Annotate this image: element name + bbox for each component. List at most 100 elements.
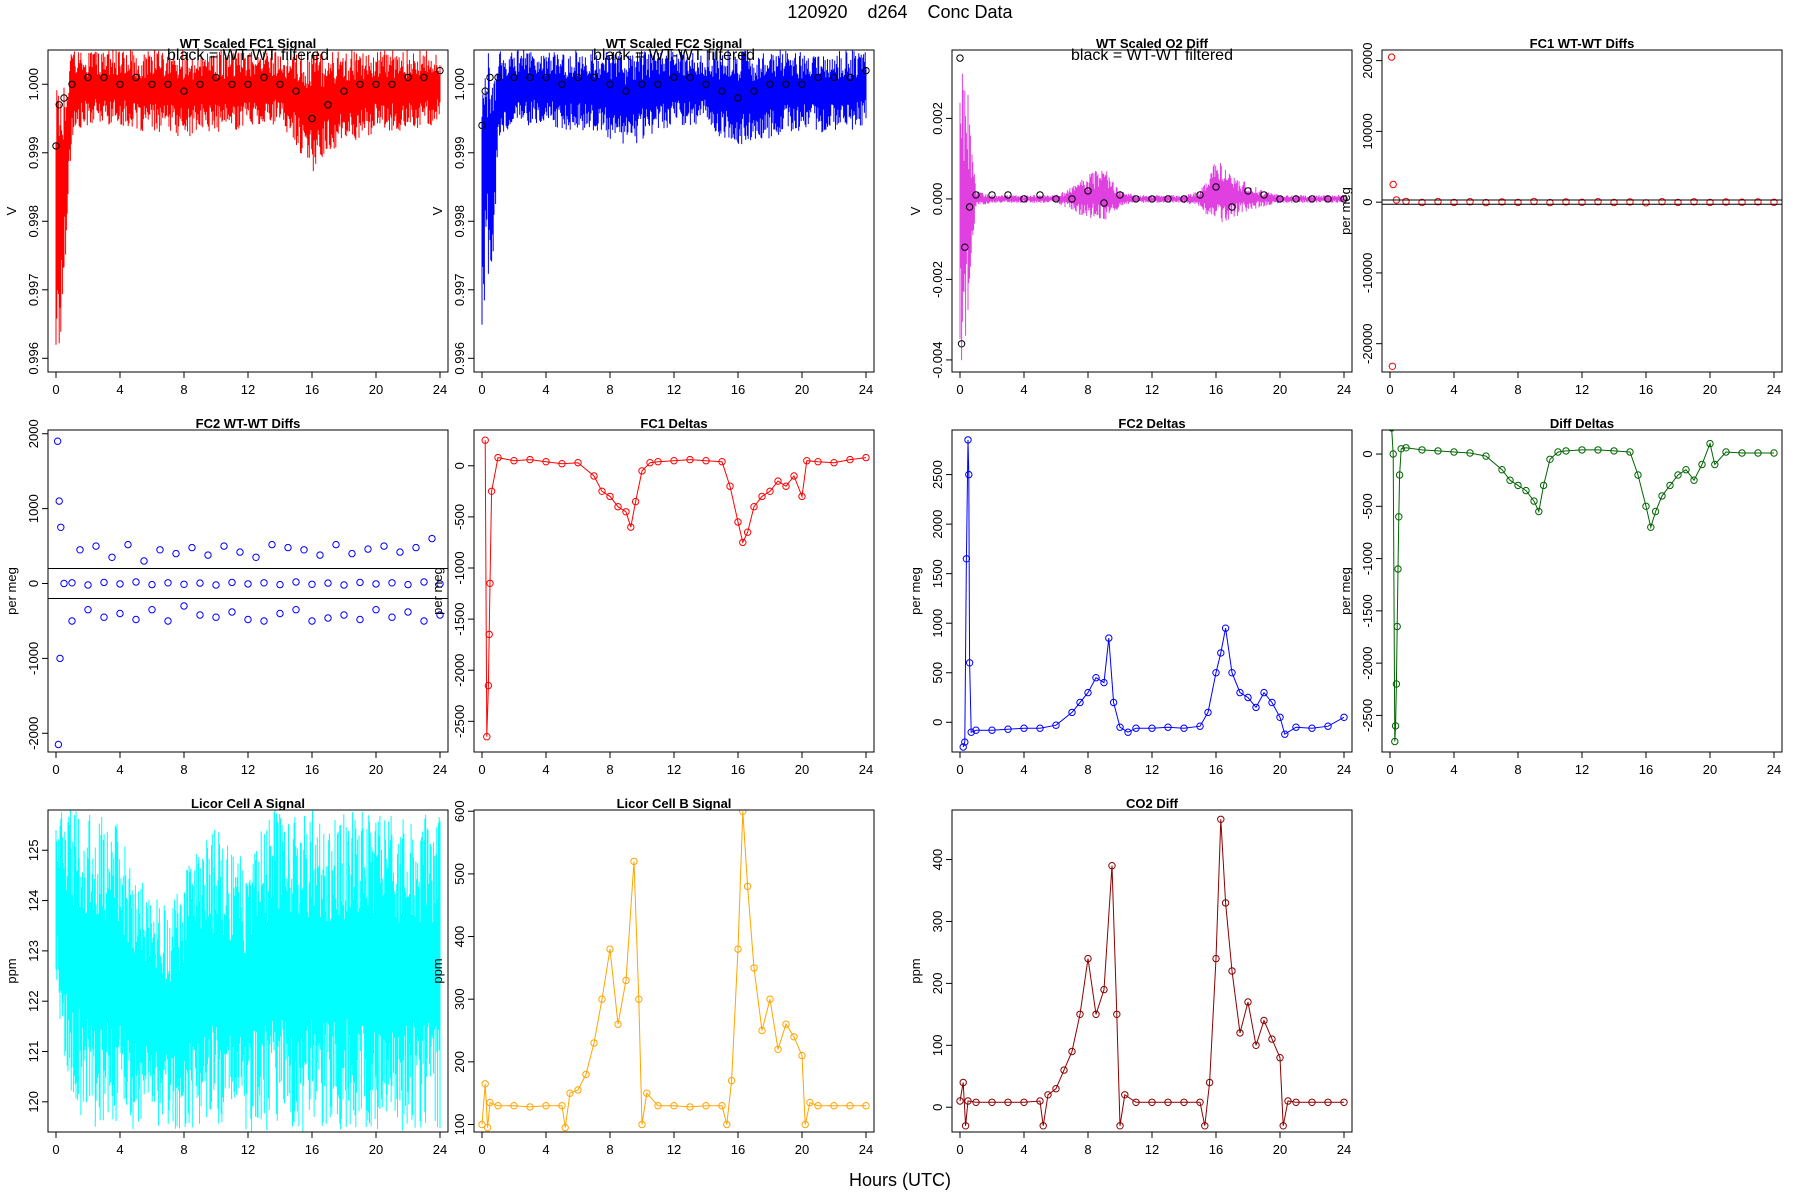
panel-title-p6: FC1 Deltas [640,416,707,431]
y-tick-label-p10-3: 400 [452,926,467,948]
point-p1-1-22 [372,80,380,89]
point-p5-0-43 [372,606,380,614]
point-p10-0-6 [526,1103,534,1111]
point-p2-1-18 [734,94,742,102]
point-p11-0-38 [1276,1054,1284,1062]
x-tick-label-p3-3: 12 [1145,382,1159,397]
point-p11-0-31 [1221,899,1230,907]
point-p8-0-6 [1394,565,1402,573]
point-p11-0-2 [961,1122,970,1130]
y-tick-label-p7-5: 2500 [930,460,945,489]
point-p3-1-0 [956,54,964,62]
y-tick-label-p9-5: 125 [26,839,41,861]
x-tick-label-p1-3: 12 [241,382,255,397]
point-p5-0-24 [220,542,228,550]
point-p3-1-15 [1148,195,1156,203]
x-tick-label-p5-1: 4 [116,762,123,777]
point-p7-0-14 [1076,698,1084,707]
point-p5-0-11 [116,609,124,618]
point-p5-1-6 [148,580,156,589]
plot-area-p5 [48,437,448,749]
x-tick-label-p10-2: 8 [606,1142,613,1157]
band-mark-p9-0 [55,810,441,1132]
point-p8-0-22 [1539,481,1548,490]
point-p7-0-21 [1124,728,1132,736]
point-p2-1-24 [830,73,838,82]
plot-area-p8 [1388,430,1778,746]
point-p7-0-32 [1236,688,1244,697]
point-p10-0-44 [862,1102,870,1110]
point-p4-0-12 [1530,197,1538,206]
point-p8-0-25 [1562,447,1570,455]
point-p6-0-22 [670,457,678,465]
point-p1-1-19 [324,101,332,109]
point-p4-0-14 [1562,198,1570,206]
point-p10-0-9 [561,1123,569,1132]
y-tick-label-p11-4: 400 [930,849,945,871]
point-p6-0-19 [638,467,646,475]
point-p7-0-42 [1340,713,1348,721]
y-tick-label-p8-5: 0 [1360,450,1375,457]
point-p5-1-23 [420,578,428,586]
point-p2-1-2 [486,73,494,82]
point-p6-0-14 [606,492,614,501]
series-p10-0 [478,810,870,1132]
point-p6-0-8 [526,455,534,464]
point-p4-0-24 [1722,198,1730,206]
x-tick-label-p2-4: 16 [731,382,745,397]
point-p8-0-35 [1666,481,1674,490]
point-p5-0-21 [196,611,204,619]
y-tick-label-p3-2: 0.000 [930,183,945,216]
y-axis-label-p9: ppm [4,958,19,983]
point-p5-0-18 [172,549,180,558]
y-tick-label-p9-0: 120 [26,1091,41,1113]
point-p8-0-21 [1535,507,1543,516]
point-p3-1-14 [1132,195,1140,203]
x-tick-label-p10-4: 16 [731,1142,745,1157]
point-p6-0-1 [483,733,491,741]
point-p5-0-28 [252,553,260,561]
point-p8-0-5 [1393,622,1401,631]
point-p10-0-40 [806,1098,814,1107]
point-p5-0-1 [54,740,63,749]
point-p11-0-39 [1279,1122,1287,1130]
point-p4-0-7 [1450,198,1458,207]
point-p6-0-38 [814,458,822,466]
point-p5-0-19 [180,602,188,610]
y-tick-label-p4-1: -10000 [1360,253,1375,293]
point-p11-0-15 [1084,954,1092,963]
point-p10-0-8 [558,1102,566,1110]
point-p7-0-23 [1148,724,1156,732]
x-tick-label-p7-6: 24 [1337,762,1351,777]
y-tick-label-p4-4: 20000 [1360,43,1375,79]
x-tick-label-p4-4: 16 [1639,382,1653,397]
point-p5-0-6 [76,546,84,554]
point-p10-0-5 [510,1102,518,1110]
y-tick-label-p1-1: 0.997 [26,274,41,307]
point-p11-0-6 [1004,1098,1012,1107]
point-p11-0-34 [1244,998,1252,1006]
point-p2-1-21 [782,80,790,89]
y-tick-label-p2-1: 0.997 [452,274,467,307]
point-p8-0-31 [1642,502,1650,510]
x-tick-label-p6-4: 16 [731,762,745,777]
x-tick-label-p11-1: 4 [1020,1142,1027,1157]
band-mark-p2-0 [481,50,867,325]
point-p10-0-26 [718,1102,726,1110]
point-p11-0-13 [1068,1047,1076,1056]
point-p6-0-11 [574,459,582,467]
point-p8-0-45 [1770,449,1778,457]
point-p10-0-24 [686,1103,694,1111]
point-p6-0-39 [830,459,838,467]
point-p7-0-35 [1260,688,1268,697]
point-p4-0-15 [1578,198,1586,207]
point-p5-0-32 [284,543,292,552]
point-p3-1-24 [1292,195,1300,203]
y-tick-label-p10-0: 100 [452,1114,467,1136]
point-p10-0-7 [542,1102,550,1110]
y-tick-label-p5-2: 0 [26,580,41,587]
point-p7-0-12 [1052,721,1060,729]
y-axis-label-p11: ppm [908,958,923,983]
point-p5-1-12 [244,580,252,588]
line-p8-0 [1391,430,1774,742]
